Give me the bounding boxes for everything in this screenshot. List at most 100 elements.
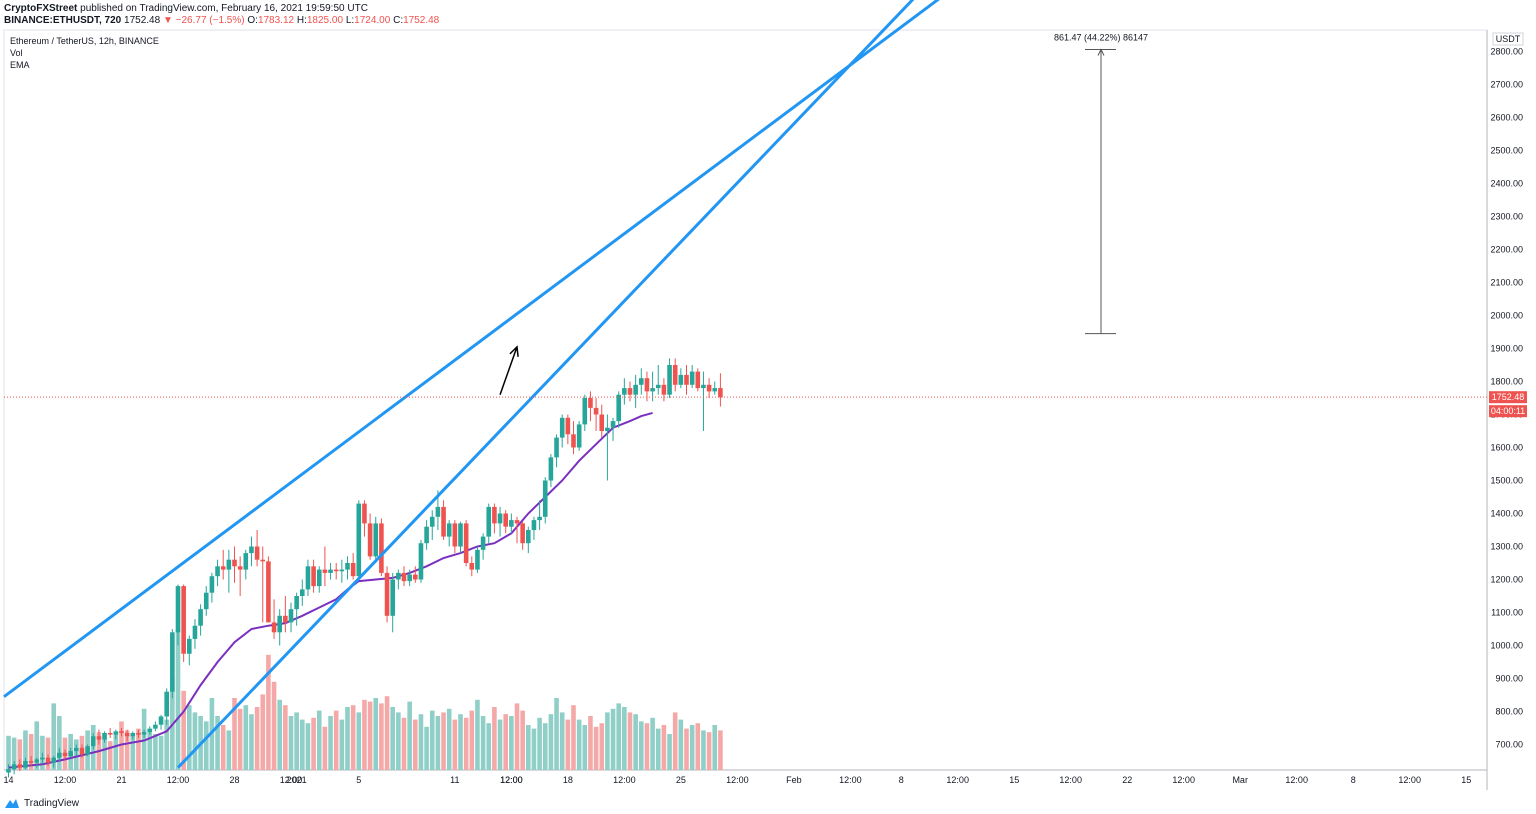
candle-body[interactable] <box>486 506 492 537</box>
candle-body[interactable] <box>390 579 395 616</box>
legend-vol[interactable]: Vol <box>10 48 23 58</box>
candle-body[interactable] <box>57 752 62 758</box>
candle-body[interactable] <box>582 398 588 425</box>
candle-body[interactable] <box>678 374 684 385</box>
candle-body[interactable] <box>237 566 243 570</box>
candle-body[interactable] <box>633 384 638 395</box>
candle-body[interactable] <box>74 747 79 752</box>
candle-body[interactable] <box>480 536 486 550</box>
candle-body[interactable] <box>622 388 627 395</box>
candle-body[interactable] <box>243 553 249 570</box>
candle-body[interactable] <box>124 732 130 737</box>
candle-body[interactable] <box>249 546 254 554</box>
candle-body[interactable] <box>559 417 565 438</box>
candle-body[interactable] <box>588 398 593 408</box>
candle-body[interactable] <box>384 572 390 616</box>
candle-body[interactable] <box>316 569 322 587</box>
candle-body[interactable] <box>294 596 299 610</box>
candle-body[interactable] <box>526 530 531 544</box>
candle-body[interactable] <box>514 520 520 524</box>
candle-body[interactable] <box>288 609 294 623</box>
candle-body[interactable] <box>565 417 571 435</box>
candle-body[interactable] <box>266 561 271 623</box>
candle-body[interactable] <box>542 480 548 517</box>
candle-body[interactable] <box>458 523 463 547</box>
candle-body[interactable] <box>576 424 582 448</box>
candle-body[interactable] <box>45 757 51 763</box>
candle-body[interactable] <box>627 388 633 395</box>
candle-body[interactable] <box>96 736 102 740</box>
channel-lower-line[interactable] <box>176 0 1487 769</box>
candle-body[interactable] <box>333 569 339 572</box>
candle-body[interactable] <box>401 572 407 582</box>
candle-body[interactable] <box>362 503 367 524</box>
candle-body[interactable] <box>130 732 136 737</box>
candle-body[interactable] <box>537 516 542 521</box>
candle-body[interactable] <box>701 384 706 389</box>
candle-body[interactable] <box>413 574 418 580</box>
candle-body[interactable] <box>407 574 412 582</box>
publisher-name[interactable]: CryptoFXStreet <box>4 3 78 14</box>
candle-body[interactable] <box>181 586 186 654</box>
candle-body[interactable] <box>599 414 605 432</box>
candle-body[interactable] <box>424 526 429 544</box>
candle-body[interactable] <box>373 523 379 557</box>
candle-body[interactable] <box>277 615 282 633</box>
candle-body[interactable] <box>11 764 17 770</box>
candle-body[interactable] <box>379 523 384 573</box>
candle-body[interactable] <box>226 559 232 570</box>
candle-body[interactable] <box>452 523 458 547</box>
candle-body[interactable] <box>203 592 209 610</box>
candle-body[interactable] <box>62 752 68 757</box>
candle-body[interactable] <box>300 589 305 596</box>
candle-body[interactable] <box>712 388 718 392</box>
candle-body[interactable] <box>79 747 85 755</box>
candle-body[interactable] <box>51 757 56 763</box>
channel-upper-line[interactable] <box>3 0 1487 698</box>
candle-body[interactable] <box>153 724 158 729</box>
candle-body[interactable] <box>689 371 695 385</box>
candle-body[interactable] <box>418 543 424 580</box>
ema-line[interactable] <box>8 411 653 769</box>
candle-body[interactable] <box>68 751 73 757</box>
candle-body[interactable] <box>158 716 164 725</box>
symbol-label[interactable]: BINANCE:ETHUSDT, 720 <box>4 15 122 26</box>
candle-body[interactable] <box>141 731 147 735</box>
candle-body[interactable] <box>34 759 40 763</box>
candle-body[interactable] <box>554 437 559 458</box>
candle-body[interactable] <box>644 378 650 392</box>
candle-body[interactable] <box>215 566 220 577</box>
candle-body[interactable] <box>350 563 356 577</box>
candle-body[interactable] <box>28 761 34 763</box>
candle-body[interactable] <box>102 732 107 740</box>
candle-body[interactable] <box>220 566 226 570</box>
candle-body[interactable] <box>164 691 169 717</box>
candle-body[interactable] <box>85 746 90 755</box>
candle-body[interactable] <box>345 563 350 570</box>
candle-body[interactable] <box>147 728 153 732</box>
candle-body[interactable] <box>661 384 667 395</box>
candle-body[interactable] <box>605 427 610 431</box>
candle-body[interactable] <box>429 516 435 527</box>
candle-body[interactable] <box>175 586 181 633</box>
candle-body[interactable] <box>446 523 452 537</box>
candle-body[interactable] <box>593 407 599 415</box>
candle-body[interactable] <box>260 559 266 562</box>
candle-body[interactable] <box>209 576 215 593</box>
candle-body[interactable] <box>695 371 701 389</box>
candle-body[interactable] <box>531 520 537 530</box>
candle-body[interactable] <box>571 434 576 448</box>
candle-body[interactable] <box>469 563 475 570</box>
candle-body[interactable] <box>639 378 644 385</box>
projection-arrow[interactable] <box>499 346 518 395</box>
candle-body[interactable] <box>655 384 661 389</box>
candle-body[interactable] <box>17 764 23 768</box>
candle-body[interactable] <box>610 421 616 428</box>
candle-body[interactable] <box>672 365 678 385</box>
candle-body[interactable] <box>548 457 554 481</box>
candle-body[interactable] <box>650 388 655 392</box>
candle-body[interactable] <box>435 506 441 517</box>
candle-body[interactable] <box>119 731 124 733</box>
candle-body[interactable] <box>136 732 141 735</box>
candle-body[interactable] <box>113 731 119 735</box>
